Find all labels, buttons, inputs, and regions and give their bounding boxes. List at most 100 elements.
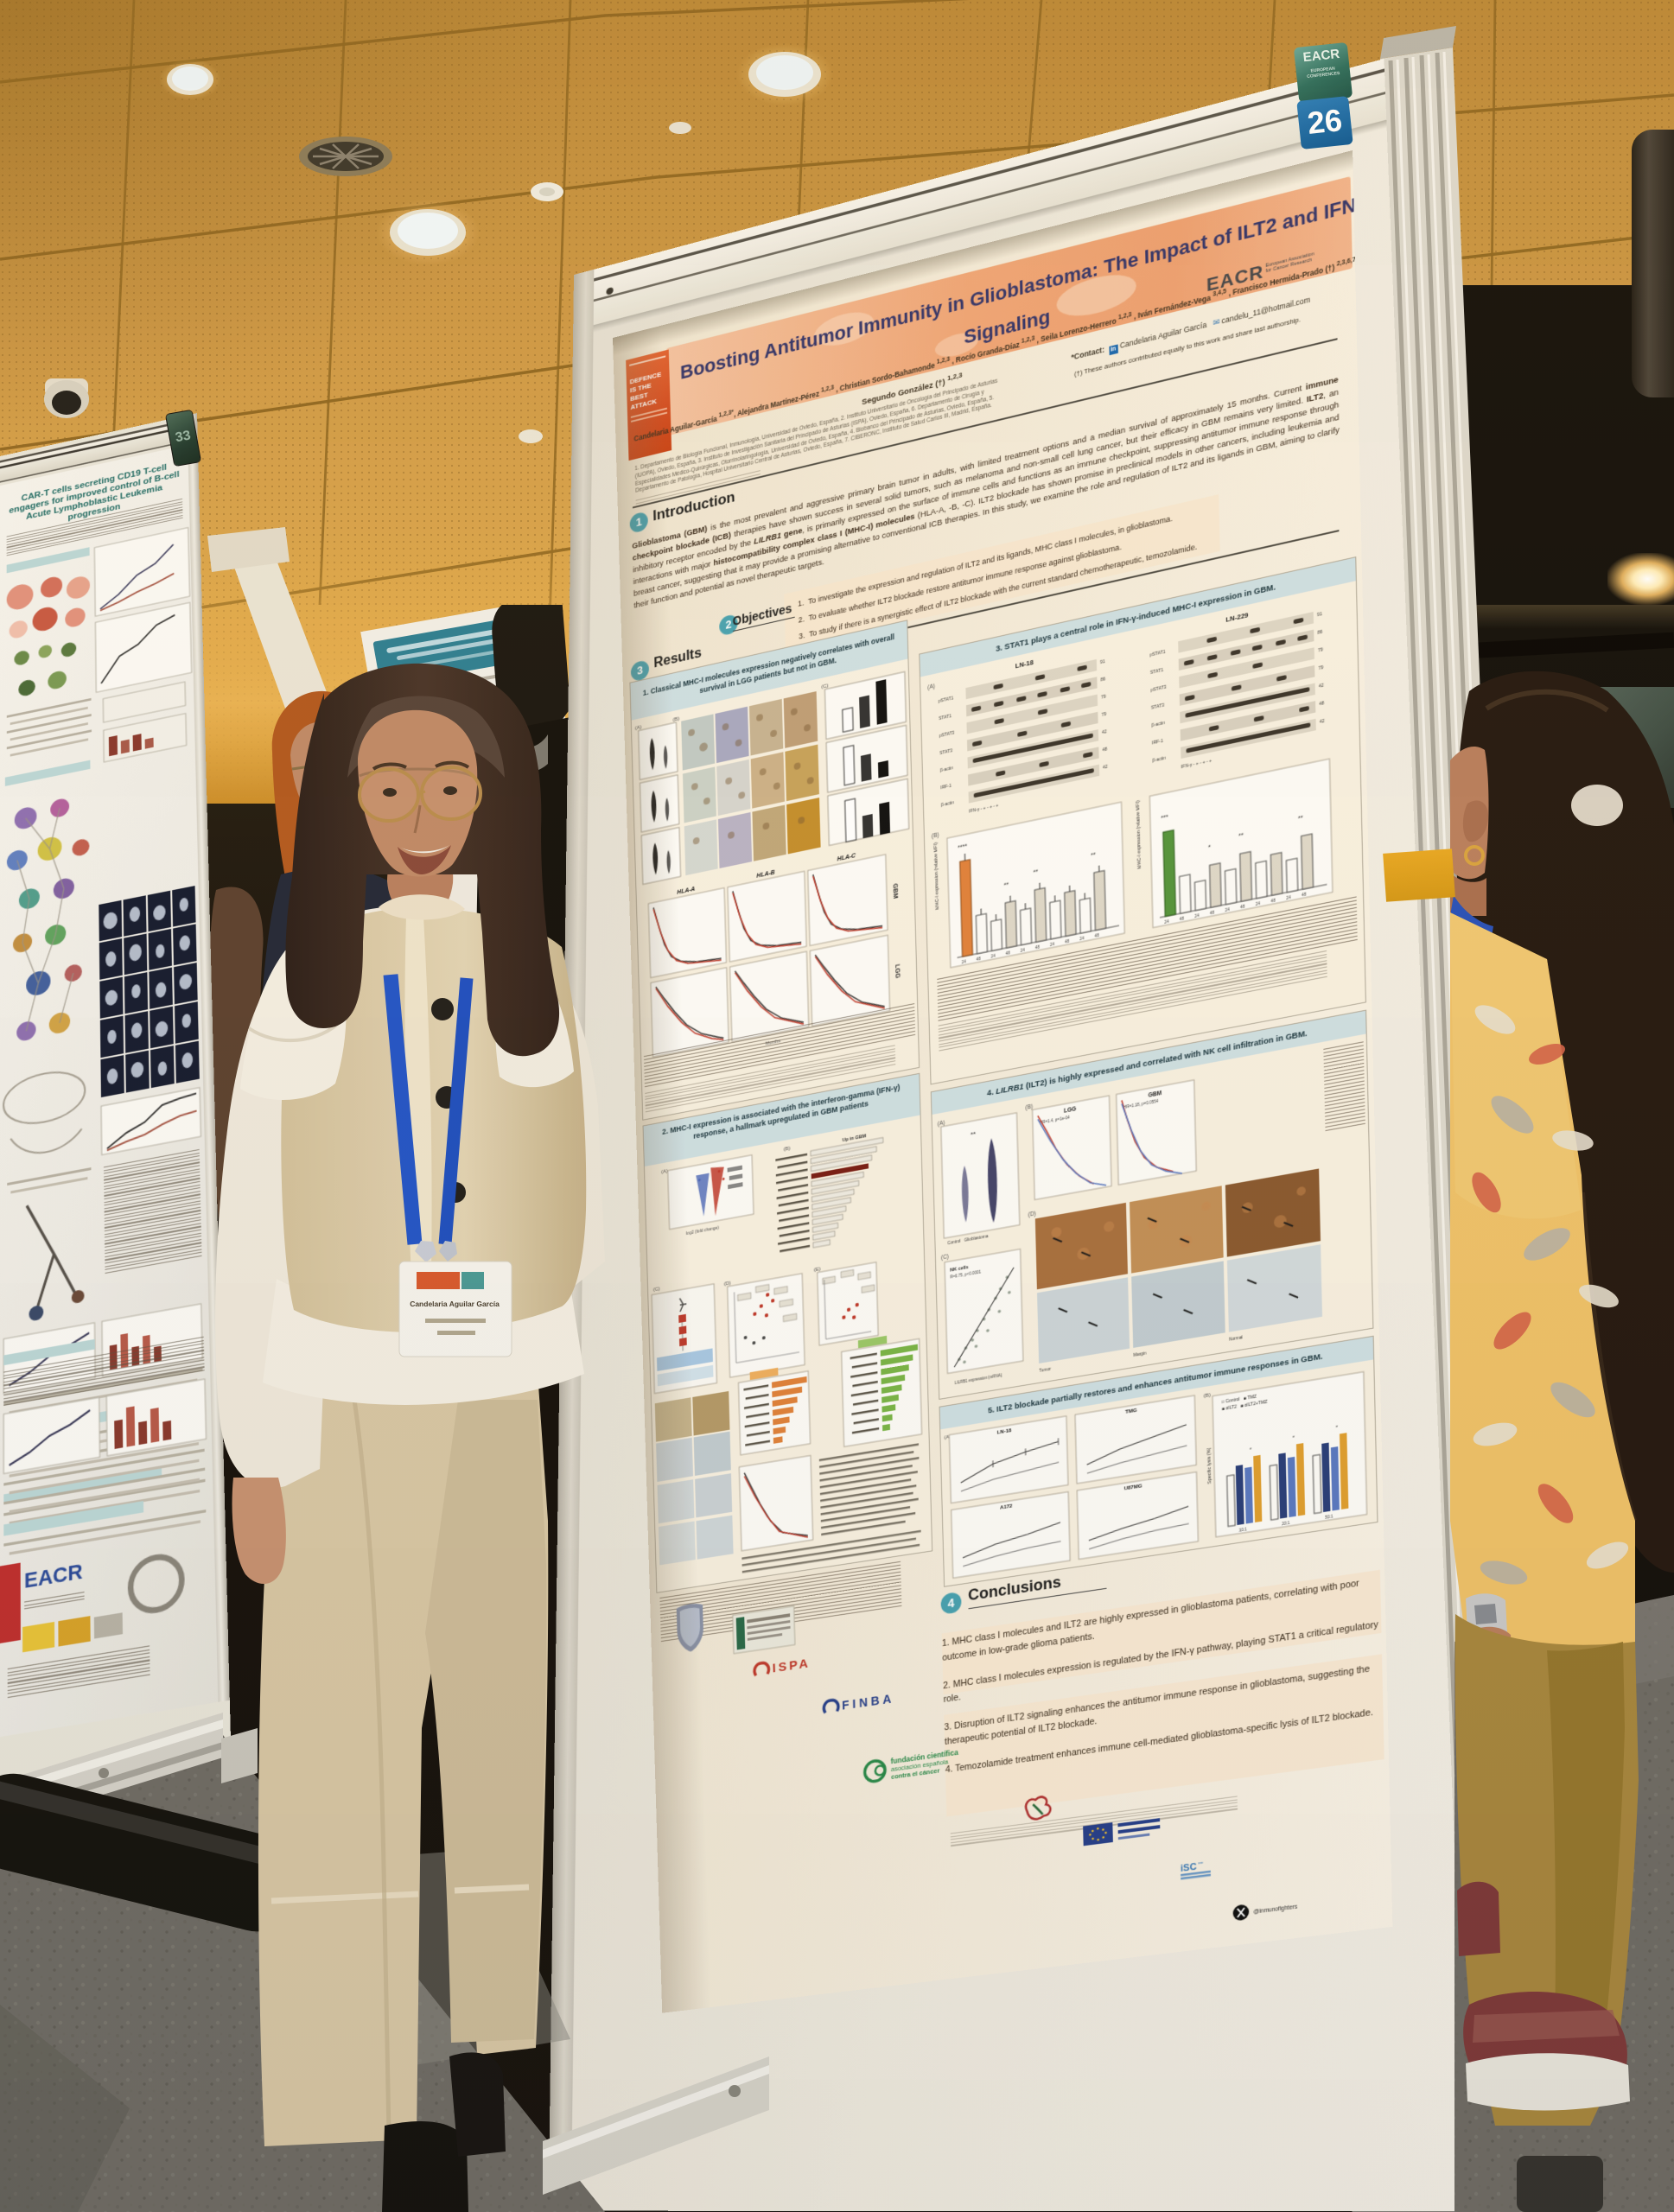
svg-text:79: 79 [1101, 694, 1106, 701]
svg-text:β-actin: β-actin [941, 800, 954, 808]
svg-text:48: 48 [1006, 950, 1011, 956]
svg-text:IRF-1: IRF-1 [1152, 739, 1163, 747]
svg-text:24: 24 [1194, 913, 1200, 918]
svg-text:24: 24 [1286, 895, 1291, 900]
svg-text:24: 24 [962, 959, 967, 964]
svg-text:pSTAT3: pSTAT3 [1150, 684, 1167, 693]
svg-text:(B): (B) [672, 716, 679, 723]
svg-text:*: * [1208, 844, 1211, 851]
svg-text:β-actin: β-actin [940, 766, 953, 773]
svg-text:LN-18: LN-18 [1015, 658, 1034, 670]
svg-text:*: * [1293, 1435, 1295, 1441]
svg-text:24: 24 [1256, 901, 1261, 906]
svg-text:(B): (B) [1025, 1103, 1033, 1111]
svg-text:MHC-I expression (relative MFI: MHC-I expression (relative MFI) [933, 842, 940, 910]
svg-text:HLA-A: HLA-A [677, 887, 695, 896]
svg-text:24: 24 [1079, 936, 1085, 941]
svg-text:48: 48 [1240, 904, 1245, 909]
svg-text:Candelaria Aguilar García: Candelaria Aguilar García [410, 1300, 500, 1308]
svg-text:86: 86 [1100, 677, 1105, 683]
svg-text:48: 48 [1302, 892, 1307, 897]
svg-text:log2 (fold change): log2 (fold change) [686, 1225, 720, 1236]
svg-text:48: 48 [1319, 701, 1324, 708]
svg-text:β-actin: β-actin [1151, 721, 1165, 729]
svg-text:HLA-C: HLA-C [837, 853, 856, 863]
svg-text:STAT1: STAT1 [1150, 667, 1164, 676]
svg-text:**: ** [971, 1129, 976, 1138]
svg-text:79: 79 [1318, 665, 1323, 672]
svg-text:42: 42 [1102, 729, 1107, 736]
svg-text:LN-18: LN-18 [997, 1428, 1013, 1436]
svg-text:48: 48 [1102, 747, 1107, 753]
svg-text:**: ** [1238, 832, 1244, 840]
svg-text:IFN-γ - + - + - +: IFN-γ - + - + - + [969, 803, 999, 814]
svg-text:(E): (E) [814, 1267, 821, 1273]
svg-text:Tumor: Tumor [1039, 1366, 1051, 1372]
svg-text:pSTAT1: pSTAT1 [1149, 649, 1166, 658]
svg-text:(A): (A) [938, 1120, 945, 1128]
svg-text:48: 48 [1180, 916, 1185, 921]
svg-text:86: 86 [1317, 629, 1322, 636]
svg-text:GBM: GBM [892, 883, 901, 899]
svg-text:24: 24 [1021, 948, 1026, 953]
svg-text:91: 91 [1100, 659, 1105, 666]
svg-text:*: * [1250, 1447, 1252, 1453]
svg-text:STAT3: STAT3 [939, 748, 952, 756]
svg-text:(A): (A) [661, 1169, 668, 1175]
svg-text:(A): (A) [635, 725, 642, 732]
svg-text:48: 48 [977, 957, 982, 962]
svg-text:*: * [1336, 1425, 1339, 1431]
svg-text:42: 42 [1319, 683, 1324, 690]
svg-text:50:1: 50:1 [1325, 1514, 1333, 1520]
svg-text:β-actin: β-actin [1152, 755, 1166, 764]
svg-text:**: ** [1033, 869, 1038, 876]
svg-text:79: 79 [1318, 647, 1323, 654]
svg-text:A172: A172 [1000, 1503, 1012, 1510]
svg-text:48: 48 [1210, 910, 1215, 915]
svg-text:(B): (B) [932, 832, 939, 840]
svg-text:**: ** [1091, 852, 1096, 860]
svg-text:IFN-γ - + - + - +: IFN-γ - + - + - + [1181, 759, 1213, 771]
svg-text:pSTAT3: pSTAT3 [939, 730, 955, 739]
svg-text:24: 24 [1225, 907, 1230, 912]
svg-text:(A): (A) [944, 1434, 951, 1440]
svg-text:U87MG: U87MG [1124, 1484, 1143, 1492]
svg-text:10:1: 10:1 [1239, 1527, 1248, 1533]
svg-text:20:1: 20:1 [1282, 1521, 1290, 1527]
svg-text:***: *** [1198, 1862, 1203, 1868]
svg-text:48: 48 [1095, 933, 1100, 938]
svg-text:LN-229: LN-229 [1225, 611, 1248, 624]
svg-text:24: 24 [1164, 919, 1169, 925]
svg-text:(B): (B) [1204, 1393, 1211, 1400]
svg-text:**: ** [1004, 882, 1009, 889]
svg-text:pSTAT1: pSTAT1 [939, 696, 954, 704]
svg-text:(C): (C) [941, 1254, 949, 1262]
svg-text:24: 24 [1050, 942, 1055, 947]
svg-text:IRF-1: IRF-1 [940, 783, 952, 791]
svg-text:(A): (A) [927, 683, 935, 691]
svg-text:HLA-B: HLA-B [756, 869, 774, 880]
svg-text:STAT3: STAT3 [1151, 702, 1165, 711]
svg-text:(B): (B) [784, 1146, 791, 1153]
svg-text:Specific lysis (%): Specific lysis (%) [1206, 1447, 1213, 1484]
svg-text:LILRB1 expression (mRNA): LILRB1 expression (mRNA) [955, 1373, 1003, 1385]
svg-text:(D): (D) [724, 1281, 731, 1287]
svg-text:91: 91 [1317, 612, 1322, 619]
svg-text:LGG: LGG [1064, 1106, 1077, 1115]
svg-text:ISPA: ISPA [772, 1656, 811, 1675]
svg-text:LGG: LGG [894, 963, 902, 979]
svg-text:MHC-I expression (relative MFI: MHC-I expression (relative MFI) [1136, 800, 1143, 869]
svg-text:42: 42 [1103, 764, 1108, 771]
svg-text:iSC: iSC [1181, 1861, 1197, 1874]
svg-text:48: 48 [1065, 938, 1070, 944]
svg-text:(D): (D) [1028, 1211, 1036, 1218]
svg-text:(C): (C) [821, 683, 828, 690]
svg-text:****: **** [958, 843, 967, 852]
svg-text:48: 48 [1270, 898, 1276, 903]
svg-text:GBM: GBM [1148, 1090, 1162, 1099]
svg-text:42: 42 [1320, 719, 1325, 726]
svg-text:R=0.75, p<0.0001: R=0.75, p<0.0001 [950, 1269, 981, 1279]
svg-text:NK cells: NK cells [950, 1265, 969, 1274]
svg-text:79: 79 [1101, 712, 1106, 719]
svg-text:24: 24 [991, 953, 996, 958]
